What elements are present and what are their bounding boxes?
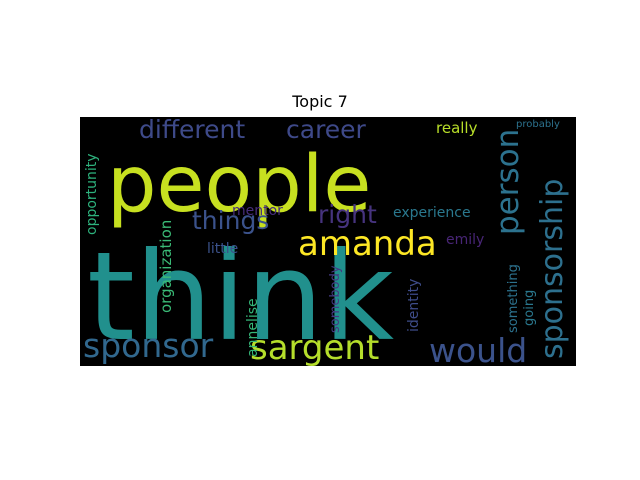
word-people: people (107, 140, 371, 230)
word-emily: emily (446, 232, 484, 248)
word-really: really (436, 119, 478, 137)
word-right: right (318, 200, 377, 229)
word-organization: organization (157, 220, 175, 313)
figure-title: Topic 7 (292, 92, 348, 111)
word-sponsor: sponsor (83, 326, 214, 365)
word-little: little (207, 241, 238, 257)
word-different: different (139, 117, 245, 144)
word-going: going (522, 290, 537, 326)
word-sargent: sargent (250, 328, 379, 366)
word-something: something (506, 264, 521, 333)
word-person: person (490, 129, 526, 235)
word-sponsorship: sponsorship (535, 179, 570, 359)
word-would: would (429, 331, 527, 366)
word-amanda: amanda (298, 224, 437, 264)
word-annelise: annelise (245, 298, 261, 357)
word-think: think (87, 226, 394, 366)
word-identity: identity (406, 279, 422, 332)
word-career: career (286, 117, 367, 144)
word-opportunity: opportunity (84, 153, 100, 235)
word-somebody: somebody (328, 265, 343, 333)
word-mentor: mentor (232, 203, 283, 219)
word-experience: experience (393, 205, 471, 221)
word-things: things (192, 206, 269, 235)
word-cloud-background (80, 117, 576, 366)
word-probably: probably (516, 119, 560, 130)
